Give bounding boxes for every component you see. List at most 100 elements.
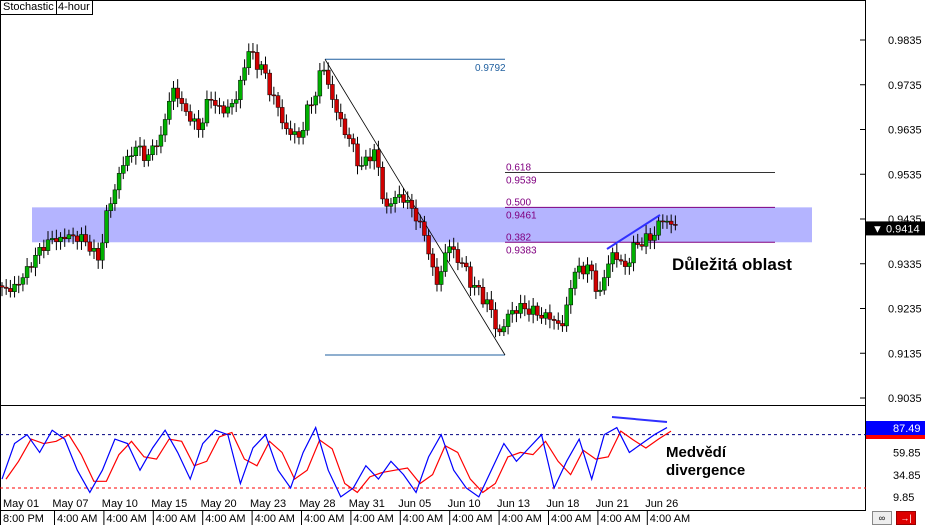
candle-body bbox=[3, 286, 9, 289]
time-label: 4:00 AM bbox=[205, 513, 245, 525]
candle bbox=[606, 255, 611, 287]
candle bbox=[572, 267, 578, 296]
candle bbox=[54, 229, 59, 251]
candle-body bbox=[576, 265, 582, 273]
candle bbox=[167, 92, 172, 125]
candle bbox=[104, 204, 109, 248]
candle bbox=[29, 262, 34, 273]
candle-body bbox=[154, 145, 159, 148]
candle-body bbox=[648, 233, 653, 241]
candle-body bbox=[183, 103, 189, 112]
candle-body bbox=[510, 310, 515, 315]
candle bbox=[326, 62, 331, 89]
candle bbox=[664, 215, 670, 229]
candle bbox=[292, 123, 297, 144]
candle bbox=[401, 188, 406, 209]
candle-body bbox=[643, 233, 649, 247]
candle bbox=[259, 61, 264, 76]
indicator-title: Stochastic bbox=[0, 0, 57, 15]
price-tick-label: 0.9635 bbox=[888, 125, 922, 137]
candle bbox=[3, 279, 9, 295]
candle bbox=[95, 242, 101, 269]
candle bbox=[376, 140, 381, 176]
candle bbox=[564, 296, 569, 332]
candle bbox=[121, 156, 126, 180]
candle bbox=[660, 214, 666, 229]
candle bbox=[112, 184, 118, 211]
candle bbox=[560, 315, 565, 332]
candle bbox=[384, 192, 389, 214]
candle-body bbox=[263, 64, 268, 74]
candle-body bbox=[342, 118, 348, 135]
candle-body bbox=[121, 165, 126, 174]
candle-body bbox=[167, 100, 172, 120]
candle-body bbox=[200, 122, 205, 130]
candle bbox=[192, 113, 197, 130]
candle-body bbox=[430, 253, 435, 268]
candle bbox=[16, 275, 21, 294]
candle-body bbox=[426, 235, 431, 255]
candle bbox=[154, 139, 159, 156]
candle-body bbox=[493, 309, 498, 330]
stoch-tick-label: 9.85 bbox=[893, 492, 914, 504]
candle bbox=[489, 290, 494, 318]
candle-body bbox=[91, 248, 97, 252]
scroll-end-icon[interactable]: →| bbox=[896, 511, 916, 525]
candle bbox=[146, 148, 151, 167]
candle bbox=[413, 199, 419, 230]
current-stoch-box bbox=[866, 421, 925, 435]
candle bbox=[359, 156, 364, 171]
date-label: Jun 10 bbox=[448, 498, 481, 510]
candle bbox=[618, 254, 624, 265]
candle-body bbox=[668, 220, 674, 225]
link-icon[interactable]: ∞ bbox=[872, 511, 892, 525]
candle bbox=[522, 295, 528, 317]
price-tick-label: 0.9535 bbox=[888, 169, 922, 181]
candle-body bbox=[234, 99, 239, 104]
divergence-annotation: Medvědí divergence bbox=[666, 444, 745, 480]
candle-body bbox=[20, 277, 26, 285]
divergence-line bbox=[611, 416, 668, 423]
zone-annotation: Důležitá oblast bbox=[672, 255, 792, 274]
candle-body bbox=[639, 244, 645, 247]
candle-body bbox=[388, 203, 394, 207]
candle-body bbox=[664, 220, 670, 223]
fib-ratio-label: 0.500 bbox=[506, 197, 531, 208]
candle bbox=[422, 215, 427, 242]
candle bbox=[372, 143, 377, 170]
candle-body bbox=[242, 67, 247, 81]
candle bbox=[539, 307, 544, 324]
candle-body bbox=[438, 271, 444, 285]
candle bbox=[125, 149, 130, 172]
candle-body bbox=[422, 221, 427, 236]
candle bbox=[346, 127, 352, 147]
candle-body bbox=[614, 252, 620, 260]
candle-body bbox=[238, 79, 243, 100]
candle-body bbox=[359, 165, 364, 167]
candle bbox=[100, 233, 105, 269]
time-label: 4:00 AM bbox=[551, 513, 591, 525]
date-label: Jun 21 bbox=[596, 498, 629, 510]
fib-ratio-label: 0.618 bbox=[506, 162, 531, 173]
candle-body bbox=[24, 266, 30, 278]
candle bbox=[171, 81, 176, 110]
candle-body bbox=[54, 238, 59, 242]
candle-body bbox=[631, 242, 636, 264]
candle-body bbox=[217, 105, 222, 107]
candle bbox=[668, 214, 674, 234]
candle-body bbox=[589, 264, 594, 272]
time-label: 4:00 AM bbox=[353, 513, 393, 525]
candle bbox=[622, 253, 628, 275]
candle-body bbox=[660, 220, 666, 223]
candle-body bbox=[196, 118, 201, 130]
candle bbox=[162, 113, 168, 143]
candle bbox=[355, 136, 360, 175]
candle-body bbox=[104, 210, 109, 244]
candle-body bbox=[551, 319, 557, 321]
candle bbox=[187, 104, 193, 126]
candle bbox=[91, 239, 97, 259]
candle-body bbox=[75, 235, 80, 242]
divergence-line1: Medvědí bbox=[666, 444, 727, 461]
candle bbox=[83, 225, 88, 247]
